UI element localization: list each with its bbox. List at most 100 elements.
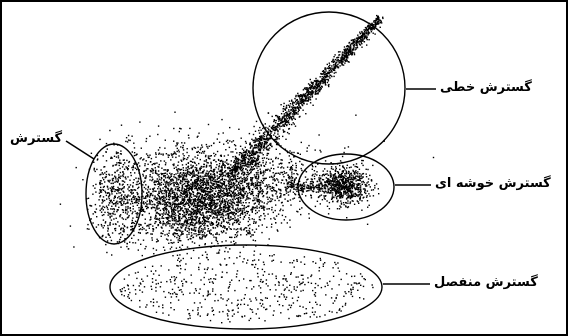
scatter-point — [262, 195, 265, 197]
scatter-point — [376, 21, 379, 24]
scatter-point — [227, 206, 229, 209]
scatter-point — [154, 216, 157, 218]
scatter-point — [135, 183, 138, 186]
scatter-point — [242, 188, 244, 190]
scatter-point — [241, 173, 243, 175]
scatter-point — [232, 181, 235, 184]
scatter-point — [203, 160, 206, 162]
scatter-point — [252, 154, 254, 156]
scatter-point — [164, 201, 166, 203]
scatter-point — [289, 105, 291, 107]
scatter-point — [116, 241, 119, 243]
scatter-point — [329, 77, 331, 79]
scatter-point — [251, 145, 253, 147]
scatter-point — [177, 206, 179, 208]
scatter-point — [253, 220, 255, 223]
scatter-point — [176, 189, 179, 192]
scatter-point — [192, 161, 194, 163]
scatter-point — [358, 43, 361, 46]
scatter-point — [292, 122, 294, 124]
scatter-point — [292, 104, 294, 107]
scatter-point — [190, 232, 193, 234]
scatter-point — [195, 235, 198, 237]
scatter-point — [276, 178, 278, 180]
scatter-point — [313, 178, 316, 180]
scatter-point — [160, 197, 162, 199]
scatter-point — [347, 146, 350, 148]
scatter-point — [175, 203, 177, 205]
scatter-point — [168, 198, 170, 201]
scatter-point — [208, 278, 210, 281]
scatter-point — [318, 134, 320, 136]
scatter-point — [230, 194, 232, 196]
scatter-point — [215, 186, 217, 189]
scatter-point — [174, 182, 176, 184]
scatter-point — [191, 220, 193, 222]
scatter-point — [210, 185, 212, 188]
scatter-point — [337, 60, 339, 62]
scatter-point — [230, 236, 232, 239]
scatter-point — [306, 184, 309, 186]
scatter-point — [273, 174, 276, 176]
scatter-point — [127, 207, 129, 209]
scatter-point — [236, 194, 238, 197]
scatter-point — [259, 135, 261, 138]
scatter-point — [243, 171, 246, 174]
scatter-point — [167, 154, 169, 156]
scatter-point — [173, 241, 175, 244]
scatter-point — [250, 177, 252, 179]
scatter-point — [265, 148, 268, 150]
scatter-point — [142, 191, 145, 193]
scatter-point — [190, 193, 192, 195]
scatter-point — [123, 197, 126, 199]
scatter-point — [281, 179, 284, 181]
scatter-point — [252, 206, 255, 208]
scatter-point — [234, 209, 236, 211]
scatter-point — [116, 200, 118, 202]
scatter-point — [158, 217, 161, 220]
scatter-point — [197, 172, 200, 175]
scatter-point — [131, 225, 134, 227]
scatter-point — [157, 213, 160, 215]
scatter-point — [240, 176, 242, 178]
scatter-point — [120, 153, 122, 155]
scatter-point — [346, 45, 348, 47]
scatter-point — [191, 224, 194, 226]
scatter-point — [212, 204, 214, 206]
scatter-point — [202, 190, 204, 192]
scatter-point — [240, 182, 242, 185]
scatter-point — [233, 185, 235, 187]
scatter-point — [165, 194, 168, 196]
scatter-point — [350, 53, 352, 55]
scatter-point — [220, 208, 223, 211]
scatter-point — [257, 174, 260, 176]
scatter-point — [118, 233, 120, 235]
scatter-point — [246, 153, 248, 155]
scatter-point — [168, 192, 170, 195]
scatter-point — [191, 148, 194, 151]
scatter-point — [214, 199, 216, 202]
scatter-point — [212, 234, 214, 236]
scatter-point — [162, 195, 165, 197]
scatter-point — [171, 154, 173, 157]
scatter-point — [305, 99, 307, 101]
scatter-point — [170, 246, 173, 248]
scatter-point — [251, 169, 253, 171]
scatter-point — [160, 153, 162, 155]
scatter-point — [126, 199, 129, 201]
scatter-point — [215, 212, 217, 214]
scatter-point — [258, 203, 260, 205]
scatter-point — [176, 192, 178, 194]
scatter-point — [233, 178, 235, 181]
scatter-point — [316, 171, 318, 173]
scatter-point — [247, 162, 249, 164]
scatter-point — [113, 210, 115, 213]
scatter-point — [202, 172, 204, 174]
scatter-point — [212, 171, 214, 173]
scatter-point — [240, 187, 242, 190]
scatter-point — [109, 187, 111, 189]
scatter-point — [90, 205, 92, 207]
scatter-point — [329, 64, 331, 66]
scatter-point — [127, 134, 130, 137]
scatter-point — [177, 179, 180, 181]
